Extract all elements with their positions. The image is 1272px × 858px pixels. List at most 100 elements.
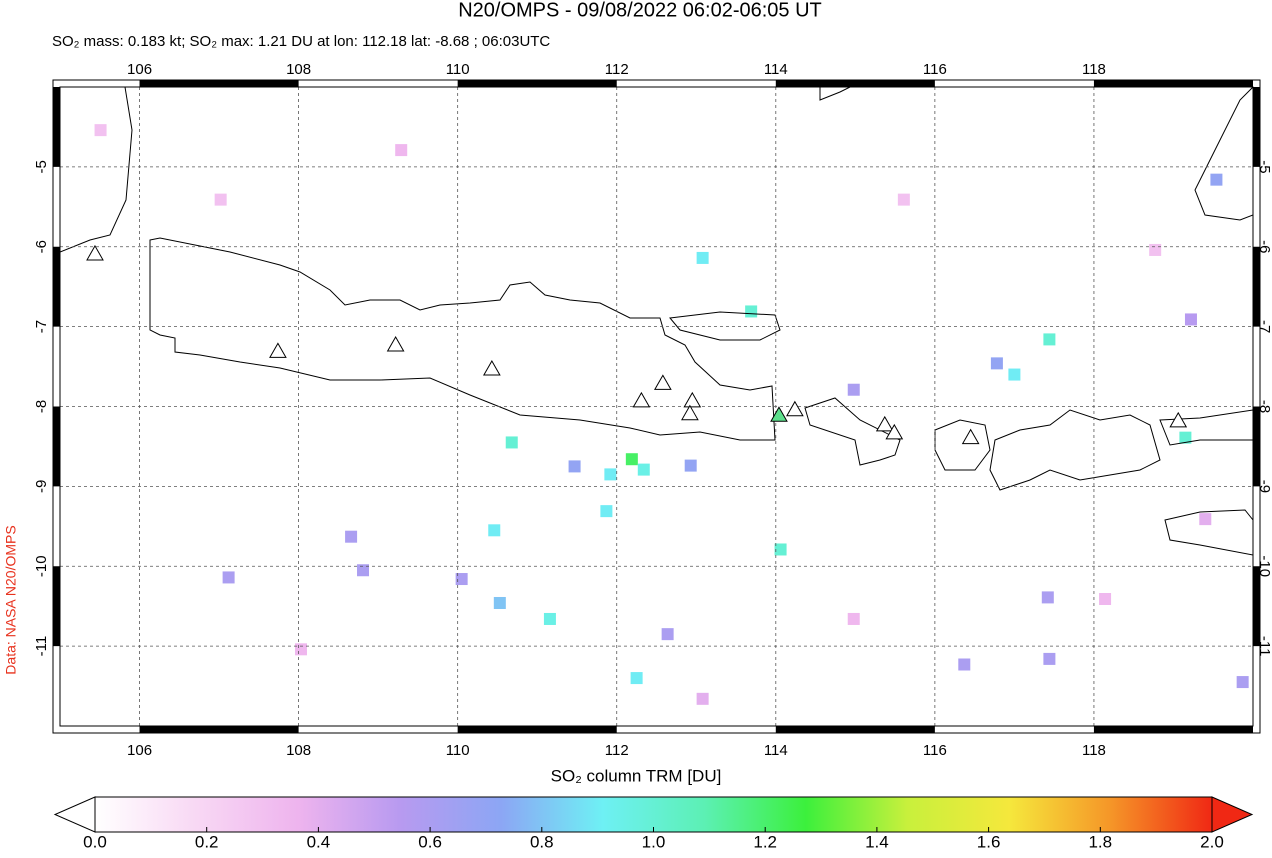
- volcano: [770, 406, 788, 422]
- colorbar-tick-label: 0.4: [307, 832, 331, 851]
- subtitle: SO₂ mass: 0.183 kt; SO₂ max: 1.21 DU at …: [52, 33, 550, 50]
- so2-pixel: [1043, 652, 1056, 665]
- so2-pixel: [696, 692, 709, 705]
- x-tick-label: 116: [923, 742, 947, 759]
- x-tick-label: 112: [605, 61, 629, 78]
- coastline: [819, 87, 851, 101]
- volcano: [654, 374, 672, 390]
- frame-strip: [1253, 246, 1260, 327]
- so2-pixel: [897, 193, 910, 206]
- frame-strip: [775, 726, 935, 733]
- so2-pixel: [1184, 313, 1197, 326]
- so2-pixel: [1210, 173, 1223, 186]
- volcano: [681, 404, 699, 421]
- so2-pixel: [455, 573, 468, 586]
- so2-pixel: [395, 144, 408, 157]
- so2-pixel: [600, 505, 613, 518]
- so2-pixel: [847, 383, 860, 396]
- so2-pixel: [493, 596, 506, 609]
- volcano: [386, 335, 405, 352]
- coastline: [804, 397, 901, 466]
- colorbar: 0.0 0.2 0.4 0.6 0.8 1.0 1.2 1.4 1.6 1.8 2.0: [53, 796, 1254, 851]
- map-frame: [52, 79, 1261, 734]
- colorbar-tick-label: 2.0: [1200, 832, 1224, 851]
- frame-strip: [139, 80, 299, 87]
- x-tick-label: 106: [127, 742, 152, 759]
- frame-strip: [1253, 87, 1260, 167]
- so2-pixel: [488, 524, 501, 537]
- x-tick-label: 118: [1082, 61, 1106, 78]
- colorbar-tick-label: 0.2: [195, 832, 219, 851]
- so2-pixel: [222, 571, 235, 584]
- so2-pixel: [745, 305, 758, 318]
- so2-pixel: [604, 468, 617, 481]
- y-tick-label: -8: [33, 400, 50, 413]
- so2-pixel: [1179, 431, 1192, 444]
- so2-pixel: [630, 672, 643, 685]
- colorbar-tick-label: 1.8: [1088, 832, 1112, 851]
- frame-strip: [1253, 406, 1260, 487]
- colorbar-tick-label: 1.2: [753, 832, 777, 851]
- x-tick-label: 118: [1082, 742, 1106, 759]
- colorbar-tick-label: 0.6: [418, 832, 442, 851]
- so2-pixel: [1099, 592, 1112, 605]
- colorbar-tick-label: 1.0: [642, 832, 666, 851]
- so2-pixel: [625, 453, 638, 466]
- data-source: Data: NASA N20/OMPS: [3, 525, 19, 674]
- so2-pixel: [294, 643, 307, 656]
- so2-pixel: [958, 658, 971, 671]
- so2-pixel: [1236, 676, 1249, 689]
- volcano: [86, 244, 104, 261]
- frame-strip: [1253, 566, 1260, 647]
- x-tick-label: 108: [286, 61, 311, 78]
- frame-strip: [457, 726, 617, 733]
- colorbar-tick-label: 1.4: [865, 832, 889, 851]
- graticule: 106 106 108 108 110 110 112 112 114 114 116 116 118 1…: [33, 61, 1272, 759]
- so2-pixel: [1149, 243, 1162, 256]
- frame-strip: [139, 726, 299, 733]
- volcano: [483, 359, 501, 376]
- x-tick-label: 108: [286, 742, 311, 759]
- volcano: [683, 391, 702, 408]
- y-tick-label: -11: [33, 636, 50, 657]
- volcano: [875, 415, 894, 432]
- colorbar-tick-label: 1.6: [977, 832, 1001, 851]
- x-tick-label: 110: [446, 61, 470, 78]
- so2-pixel: [1041, 591, 1054, 604]
- colorbar-tick-label: 0.8: [530, 832, 554, 851]
- coastline: [934, 419, 991, 471]
- so2-pixel: [568, 460, 581, 473]
- y-tick-label: -6: [33, 240, 50, 253]
- colorbar-over: [1211, 796, 1254, 833]
- frame-strip: [1093, 726, 1253, 733]
- so2-pixel: [1199, 513, 1212, 526]
- coastline: [60, 87, 133, 253]
- frame-strip: [1093, 80, 1253, 87]
- x-tick-label: 114: [764, 742, 788, 759]
- coastline: [1194, 87, 1253, 221]
- colorbar-tick-label: 0.0: [83, 832, 107, 851]
- coastline: [669, 311, 781, 341]
- so2-pixel: [1008, 368, 1021, 381]
- y-tick-label: -10: [33, 555, 50, 577]
- frame-strip: [53, 246, 60, 327]
- x-tick-label: 114: [764, 61, 788, 78]
- so2-pixel: [684, 459, 697, 472]
- volcano: [632, 391, 651, 408]
- coastline: [1164, 509, 1253, 556]
- volcano: [885, 423, 904, 440]
- colorbar-under: [53, 796, 96, 833]
- so2-pixel: [990, 357, 1003, 370]
- y-tick-label: -5: [33, 160, 50, 173]
- coastline: [1159, 409, 1253, 446]
- colorbar-body: [94, 796, 1213, 833]
- x-tick-label: 106: [127, 61, 152, 78]
- so2-pixel: [505, 436, 518, 449]
- volcano: [1169, 411, 1188, 428]
- so2-pixel: [214, 193, 227, 206]
- y-tick-label: -7: [33, 320, 50, 333]
- so2-pixel: [1043, 333, 1056, 346]
- so2-pixel: [543, 612, 556, 625]
- volcano: [786, 400, 804, 417]
- so2-pixel: [696, 251, 709, 264]
